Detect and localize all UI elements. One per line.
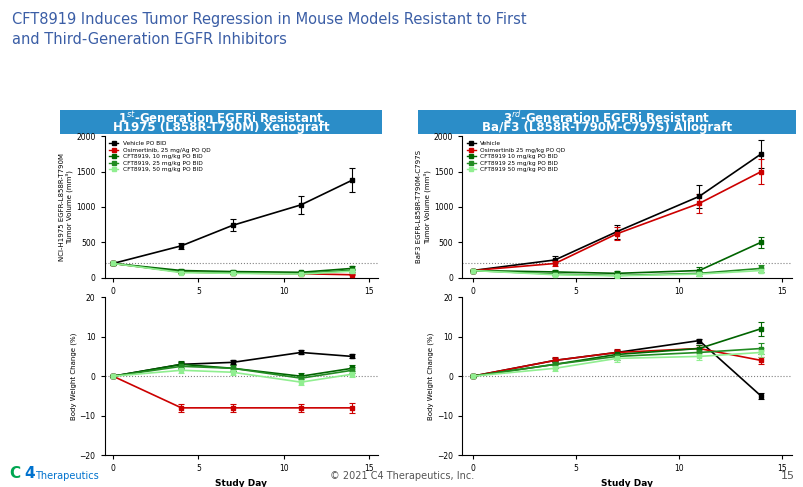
Legend: Vehicle, Osimertinib 25 mg/kg PO QD, CFT8919 10 mg/kg PO BID, CFT8919 25 mg/kg P: Vehicle, Osimertinib 25 mg/kg PO QD, CFT… xyxy=(465,139,567,174)
Text: Ba/F3 (L858R-T790M-C797S) Allograft: Ba/F3 (L858R-T790M-C797S) Allograft xyxy=(481,121,732,134)
Y-axis label: Body Weight Change (%): Body Weight Change (%) xyxy=(427,333,434,420)
X-axis label: Study Day: Study Day xyxy=(601,479,652,487)
Y-axis label: BaF3 EGFR-L858R-T790M-C797S
Tumor Volume (mm³): BaF3 EGFR-L858R-T790M-C797S Tumor Volume… xyxy=(416,150,430,263)
Text: H1975 (L858R-T790M) Xenograft: H1975 (L858R-T790M) Xenograft xyxy=(112,121,329,134)
Y-axis label: Body Weight Change (%): Body Weight Change (%) xyxy=(70,333,76,420)
Text: Therapeutics: Therapeutics xyxy=(35,471,99,481)
X-axis label: Study Day: Study Day xyxy=(215,301,267,310)
Text: 15: 15 xyxy=(780,471,793,481)
Text: 4: 4 xyxy=(24,466,35,481)
Y-axis label: NCI-H1975 EGFR-L858R-T790M
Tumor Volume (mm³): NCI-H1975 EGFR-L858R-T790M Tumor Volume … xyxy=(59,153,73,261)
Legend: Vehicle PO BID, Osimertinib, 25 mg/Ag PO QD, CFT8919, 10 mg/kg PO BID, CFT8919, : Vehicle PO BID, Osimertinib, 25 mg/Ag PO… xyxy=(108,139,212,174)
Text: CFT8919 Induces Tumor Regression in Mouse Models Resistant to First
and Third-Ge: CFT8919 Induces Tumor Regression in Mous… xyxy=(12,12,526,47)
Text: 3$^{rd}$-Generation EGFRi Resistant: 3$^{rd}$-Generation EGFRi Resistant xyxy=(503,110,710,126)
Text: 1$^{st}$-Generation EGFRi Resistant: 1$^{st}$-Generation EGFRi Resistant xyxy=(118,110,324,126)
X-axis label: Study Day: Study Day xyxy=(215,479,267,487)
X-axis label: Study Day: Study Day xyxy=(601,301,652,310)
Text: © 2021 C4 Therapeutics, Inc.: © 2021 C4 Therapeutics, Inc. xyxy=(329,471,474,481)
Text: C: C xyxy=(10,466,21,481)
